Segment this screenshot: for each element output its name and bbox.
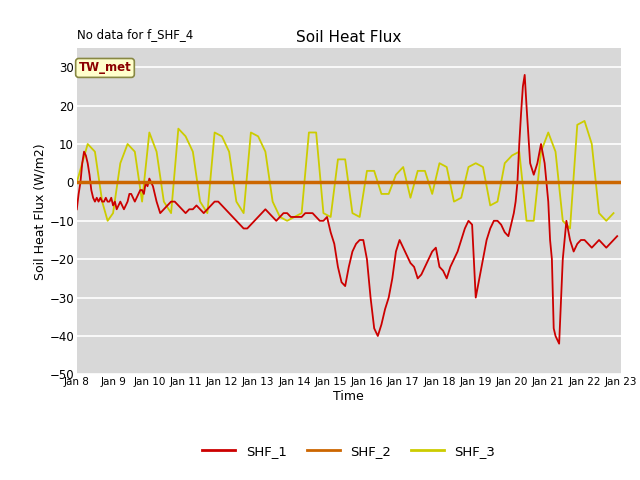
X-axis label: Time: Time bbox=[333, 390, 364, 403]
Text: TW_met: TW_met bbox=[79, 61, 131, 74]
Y-axis label: Soil Heat Flux (W/m2): Soil Heat Flux (W/m2) bbox=[33, 143, 47, 279]
Text: No data for f_SHF_4: No data for f_SHF_4 bbox=[77, 28, 193, 41]
Legend: SHF_1, SHF_2, SHF_3: SHF_1, SHF_2, SHF_3 bbox=[197, 440, 500, 463]
Title: Soil Heat Flux: Soil Heat Flux bbox=[296, 30, 401, 46]
